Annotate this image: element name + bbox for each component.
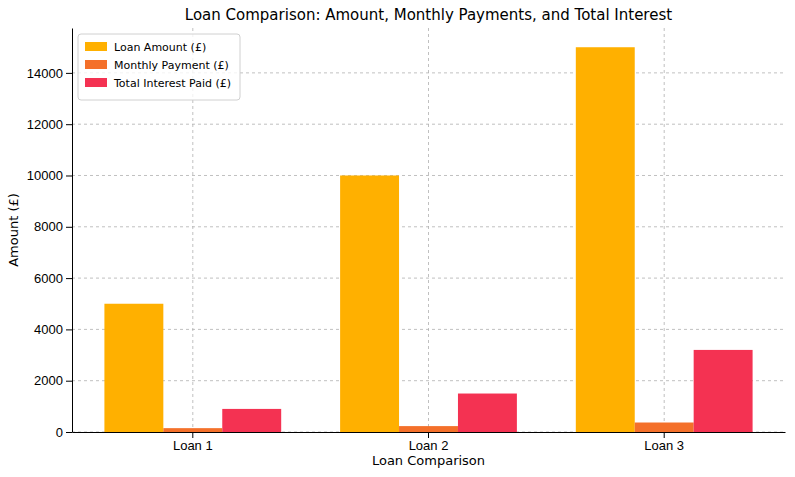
y-axis-title: Amount (£)	[6, 193, 21, 267]
bar	[163, 428, 222, 432]
tick-mark	[66, 329, 72, 330]
grid-line	[72, 175, 785, 176]
bar	[576, 47, 635, 432]
tick: 2000	[34, 373, 72, 388]
tick: 12000	[27, 117, 72, 132]
tick-mark	[66, 381, 72, 382]
tick: 8000	[34, 219, 72, 234]
tick-mark	[66, 278, 72, 279]
tick-label: 14000	[27, 66, 63, 81]
bar	[458, 394, 517, 432]
x-axis: Loan 1 Loan 2 Loan 3	[73, 432, 786, 453]
tick-label: 8000	[34, 219, 63, 234]
tick-mark	[66, 124, 72, 125]
x-axis-title: Loan Comparison	[372, 453, 485, 468]
tick: 10000	[27, 168, 72, 183]
tick: 14000	[27, 66, 72, 81]
bar	[399, 426, 458, 432]
tick-mark	[66, 175, 72, 176]
tick-label: Loan 3	[644, 438, 684, 453]
chart: 02000400060008000100001200014000Loan 1Lo…	[0, 0, 795, 477]
tick: Loan 1	[173, 432, 213, 453]
tick-label: 6000	[34, 271, 63, 286]
legend-swatch	[85, 42, 107, 51]
grid	[72, 28, 785, 432]
tick: Loan 3	[644, 432, 684, 453]
tick: 0	[56, 425, 72, 440]
tick: 4000	[34, 322, 72, 337]
tick-label: 10000	[27, 168, 63, 183]
tick-mark	[664, 432, 665, 438]
legend: Loan Amount (£) Monthly Payment (£) Total …	[78, 34, 240, 100]
bar	[104, 304, 163, 432]
tick-mark	[66, 432, 72, 433]
bar	[694, 350, 753, 432]
legend-label: Loan Amount (£)	[114, 41, 206, 54]
legend-swatch	[85, 60, 107, 69]
tick-label: 4000	[34, 322, 63, 337]
legend-swatch	[85, 78, 107, 87]
grid-line	[72, 278, 785, 279]
tick-label: Loan 1	[173, 438, 213, 453]
plot-area: 02000400060008000100001200014000Loan 1Lo…	[27, 28, 786, 453]
legend-box	[78, 34, 240, 100]
tick-mark	[428, 432, 429, 438]
tick: Loan 2	[409, 432, 449, 453]
grid-line	[72, 380, 785, 381]
legend-label: Total Interest Paid (£)	[113, 77, 231, 90]
tick-mark	[66, 73, 72, 74]
tick-mark	[66, 227, 72, 228]
bars	[104, 47, 752, 432]
bar	[340, 175, 399, 432]
axis-line	[72, 29, 73, 433]
tick-mark	[192, 432, 193, 438]
legend-label: Monthly Payment (£)	[114, 59, 229, 72]
y-axis: 0 2000 4000 6000 8000 10000 12000 14000	[27, 29, 73, 440]
tick: 6000	[34, 271, 72, 286]
tick-label: 2000	[34, 373, 63, 388]
grid-line	[428, 28, 429, 432]
tick-label: 0	[56, 425, 63, 440]
grid-line	[664, 28, 665, 432]
tick-label: Loan 2	[409, 438, 449, 453]
bar	[635, 423, 694, 432]
bar	[222, 409, 281, 432]
title: Loan Comparison: Amount, Monthly Payment…	[185, 6, 672, 24]
tick-label: 12000	[27, 117, 63, 132]
